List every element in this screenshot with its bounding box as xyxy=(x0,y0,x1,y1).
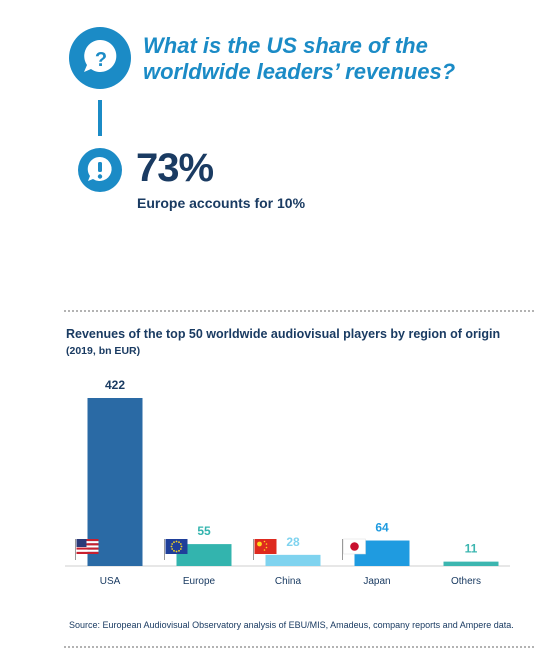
value-label-japan: 64 xyxy=(375,521,389,535)
exclamation-bubble-icon xyxy=(78,148,122,192)
japan-flag-icon xyxy=(342,538,366,560)
question-bubble-icon: ? xyxy=(69,27,131,89)
eu-flag-icon xyxy=(164,539,188,560)
chart-subtitle: (2019, bn EUR) xyxy=(66,345,141,357)
source-note: Source: European Audiovisual Observatory… xyxy=(69,620,514,630)
us-flag-icon xyxy=(75,539,99,560)
bar-china xyxy=(265,554,321,566)
question-line-1: What is the US share of the xyxy=(143,33,428,58)
divider-top xyxy=(64,310,534,312)
question-line-2: worldwide leaders’ revenues? xyxy=(143,59,456,84)
bar-europe xyxy=(176,544,232,566)
category-label-others: Others xyxy=(451,576,481,587)
answer-note: Europe accounts for 10% xyxy=(137,195,306,211)
bar-others xyxy=(443,561,499,566)
category-label-europe: Europe xyxy=(183,576,216,587)
china-flag-icon xyxy=(253,539,277,560)
category-label-usa: USA xyxy=(100,576,121,587)
value-label-usa: 422 xyxy=(105,378,125,392)
chart-title: Revenues of the top 50 worldwide audiovi… xyxy=(66,327,501,341)
question-text: What is the US share of the worldwide le… xyxy=(143,33,523,85)
answer-value: 73% xyxy=(136,146,214,190)
svg-text:?: ? xyxy=(95,49,107,71)
value-label-others: 11 xyxy=(465,542,478,556)
value-label-europe: 55 xyxy=(197,524,211,538)
category-label-china: China xyxy=(275,576,302,587)
value-label-china: 28 xyxy=(286,535,300,549)
connector-line xyxy=(98,100,102,136)
bar-usa xyxy=(87,398,143,566)
divider-bottom xyxy=(64,646,534,648)
category-label-japan: Japan xyxy=(363,576,390,587)
bar-chart: 422 USA 55 Europe 28 China 64 Japan 11 Others xyxy=(65,378,510,587)
